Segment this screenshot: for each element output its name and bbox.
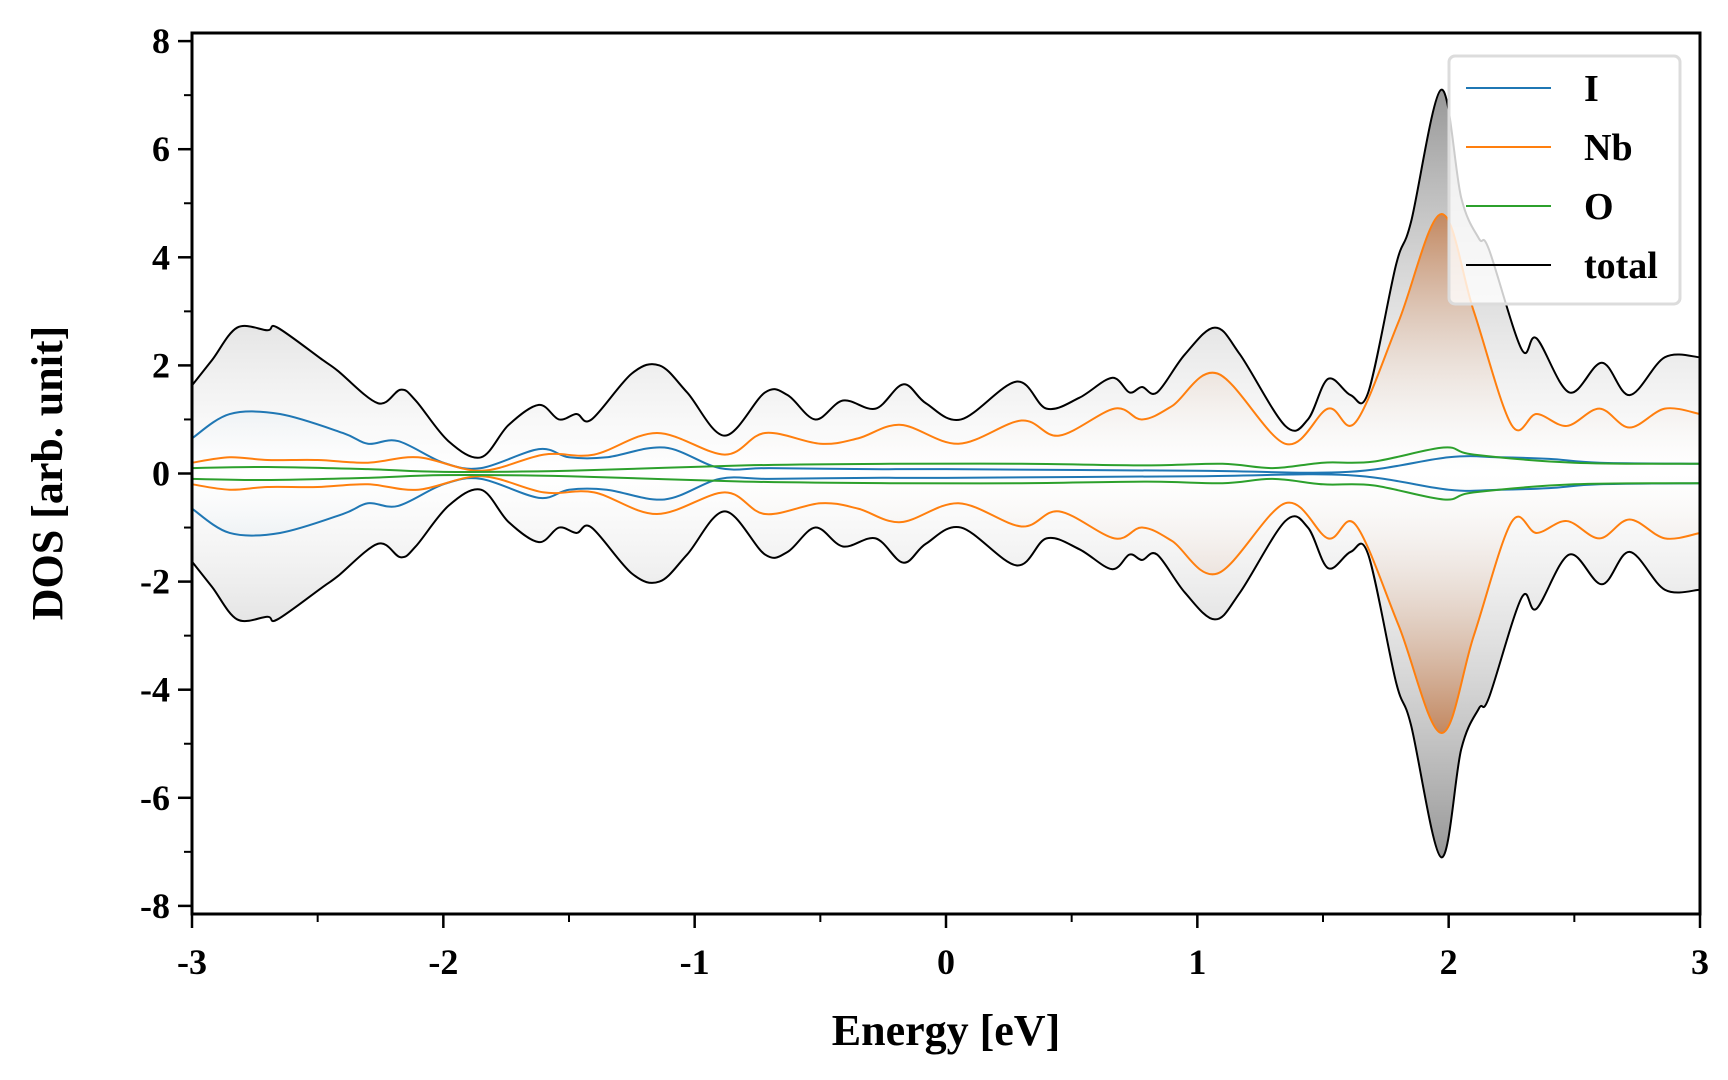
series-line-o-up — [191, 446, 1701, 473]
x-tick-label: 0 — [937, 942, 955, 982]
fill-area-o — [192, 447, 1700, 500]
y-tick-label: 0 — [152, 454, 170, 494]
series-line-i-down — [191, 473, 1701, 537]
x-tick-label: 1 — [1188, 942, 1206, 982]
series-line-i-up — [191, 410, 1701, 474]
series-lines — [191, 88, 1701, 859]
x-axis-label: Energy [eV] — [832, 1006, 1061, 1055]
y-tick-label: 2 — [152, 345, 170, 385]
y-tick-label: -8 — [140, 886, 170, 926]
ticks: -3 -2 -1 0 1 2 3 -8 -6 -4 -2 0 2 4 6 8 — [140, 21, 1709, 982]
series-line-nb-up — [191, 213, 1701, 472]
x-tick-label: 3 — [1691, 942, 1709, 982]
y-tick-label: 8 — [152, 21, 170, 61]
y-tick-label: 6 — [152, 129, 170, 169]
y-tick-label: 4 — [152, 237, 170, 277]
series-line-nb-down — [191, 475, 1701, 734]
legend-label-o: O — [1584, 186, 1614, 228]
series-line-total-down — [191, 488, 1701, 859]
x-tick-label: -2 — [428, 942, 458, 982]
y-tick-label: -2 — [140, 562, 170, 602]
x-tick-label: -3 — [177, 942, 207, 982]
legend-label-i: I — [1584, 68, 1599, 110]
x-tick-label: 2 — [1440, 942, 1458, 982]
y-tick-label: -4 — [140, 670, 170, 710]
y-tick-label: -6 — [140, 778, 170, 818]
fill-areas — [192, 89, 1700, 858]
series-line-o-down — [191, 474, 1701, 501]
y-axis-label: DOS [arb. unit] — [23, 326, 72, 621]
legend-box — [1447, 54, 1682, 306]
x-tick-label: -1 — [680, 942, 710, 982]
legend-label-total: total — [1584, 245, 1658, 287]
legend-label-nb: Nb — [1584, 127, 1633, 169]
